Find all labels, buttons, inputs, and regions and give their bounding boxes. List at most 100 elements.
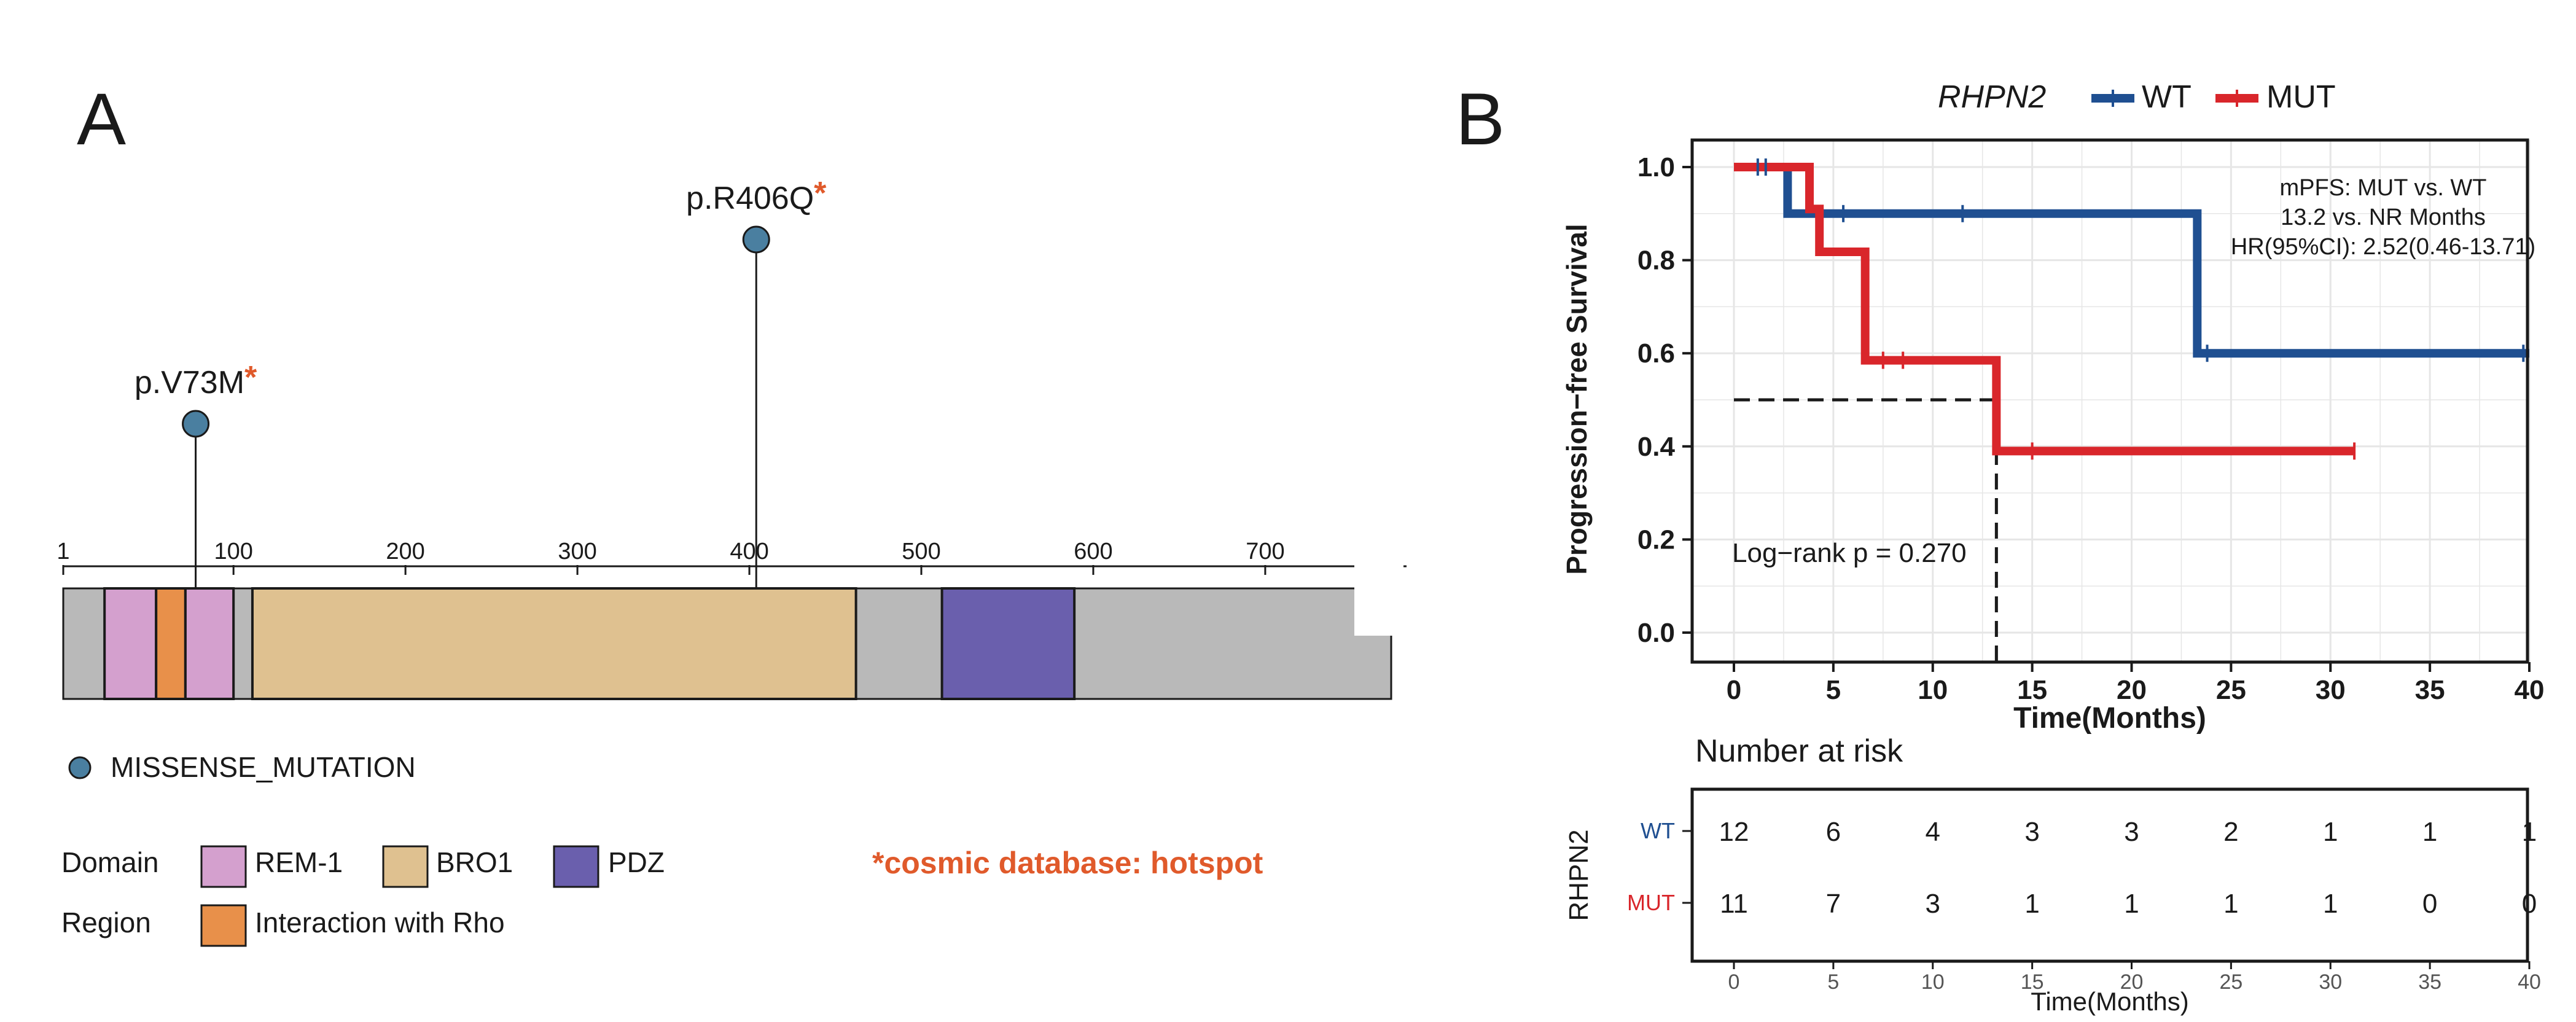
km-plot-background — [1692, 140, 2527, 662]
axis-tick-label: 600 — [1074, 539, 1112, 564]
risk-cell: 1 — [2323, 889, 2338, 919]
km-y-axis-title: Progression−free Survival — [1561, 224, 1593, 574]
lollipop-head — [182, 410, 210, 438]
domain-interaction-with-rho — [155, 587, 187, 700]
protein-track — [62, 587, 1392, 700]
x-tick-label: 5 — [1826, 675, 1841, 705]
risk-cell: 4 — [1926, 817, 1940, 847]
risk-x-tick-label: 10 — [1921, 970, 1945, 994]
x-tick-label: 15 — [2017, 675, 2047, 705]
hr-annotation: HR(95%CI): 2.52(0.46-13.71) — [2231, 234, 2535, 260]
axis-clip-cover — [1354, 553, 1403, 636]
risk-cell: 1 — [2124, 889, 2139, 919]
wt-legend-label: WT — [2142, 79, 2192, 115]
risk-cell: 1 — [2323, 817, 2338, 847]
risk-x-tick-label: 30 — [2319, 970, 2342, 994]
y-tick-label: 1.0 — [1637, 152, 1675, 182]
risk-cell: 3 — [2124, 817, 2139, 847]
y-tick-label: 0.0 — [1637, 618, 1675, 648]
panel-b-label: B — [1456, 78, 1505, 160]
risk-cell: 0 — [2422, 889, 2437, 919]
cosmic-hotspot-note: *cosmic database: hotspot — [872, 846, 1263, 880]
pdz-legend-label: PDZ — [608, 846, 665, 878]
y-tick-label: 0.8 — [1637, 246, 1675, 276]
risk-row-label: WT — [1641, 818, 1675, 843]
mpfs-annotation: mPFS: MUT vs. WT — [2279, 175, 2486, 201]
risk-x-axis-title: Time(Months) — [2031, 987, 2188, 1016]
pdz-legend-swatch — [553, 845, 599, 888]
risk-table-border — [1690, 787, 2529, 963]
risk-cell: 7 — [1826, 889, 1841, 919]
missense-legend-icon — [68, 756, 92, 779]
risk-cell: 11 — [1720, 889, 1748, 919]
domain-pdz — [940, 587, 1076, 700]
y-tick-label: 0.6 — [1637, 338, 1675, 369]
risk-cell: 2 — [2223, 817, 2238, 847]
risk-cell: 12 — [1719, 817, 1749, 847]
rho-legend-label: Interaction with Rho — [255, 907, 505, 938]
mut-legend-label: MUT — [2266, 79, 2336, 115]
axis-tick-label: 100 — [214, 539, 252, 564]
axis-tick-label: 300 — [558, 539, 596, 564]
axis-tick-label: 500 — [902, 539, 940, 564]
median-reference-lines — [1734, 398, 1998, 662]
missense-legend-label: MISSENSE_MUTATION — [111, 751, 416, 783]
risk-cell: 0 — [2522, 889, 2537, 919]
lollipop-heads — [182, 225, 770, 438]
km-plot-border — [1690, 138, 2529, 664]
mutation-label: p.V73M* — [135, 360, 257, 400]
risk-x-tick-label: 0 — [1728, 970, 1740, 994]
mutation-labels: p.V73M* p.R406Q* — [135, 176, 827, 400]
axis-tick-label: 400 — [730, 539, 768, 564]
km-legend-title: RHPN2 — [1938, 79, 2046, 115]
x-tick-label: 20 — [2117, 675, 2147, 705]
bro1-legend-label: BRO1 — [436, 846, 513, 878]
risk-x-tick-label: 5 — [1827, 970, 1839, 994]
domain-rem-1 — [103, 587, 158, 700]
rho-legend-swatch — [200, 904, 247, 947]
km-curve-mut — [1734, 163, 2355, 456]
median-annotation: 13.2 vs. NR Months — [2281, 205, 2486, 230]
risk-x-tick-label: 40 — [2518, 970, 2541, 994]
km-x-axis-title: Time(Months) — [2013, 702, 2206, 735]
risk-cell: 3 — [1926, 889, 1940, 919]
domain-legend-title: Domain — [61, 846, 159, 878]
x-tick-label: 30 — [2316, 675, 2346, 705]
risk-x-tick-label: 35 — [2418, 970, 2441, 994]
rem1-legend-swatch — [200, 845, 247, 888]
lollipop-stems — [195, 240, 757, 588]
x-tick-label: 0 — [1727, 675, 1741, 705]
mutation-label: p.R406Q* — [686, 176, 827, 216]
km-censor-marks — [1756, 158, 2525, 460]
x-tick-label: 40 — [2515, 675, 2545, 705]
lollipop-head — [742, 225, 770, 254]
region-legend-title: Region — [61, 907, 151, 938]
axis-tick-label: 1 — [57, 539, 69, 564]
risk-row-label: MUT — [1627, 890, 1675, 915]
km-curves — [1734, 163, 2529, 456]
x-tick-label: 25 — [2216, 675, 2246, 705]
x-tick-label: 35 — [2415, 675, 2445, 705]
risk-x-tick-label: 15 — [2021, 970, 2044, 994]
rem1-legend-label: REM-1 — [255, 846, 343, 878]
domain-rem-1 — [184, 587, 235, 700]
risk-x-tick-label: 25 — [2219, 970, 2242, 994]
risk-cell: 1 — [2422, 817, 2437, 847]
axis-tick-label: 200 — [386, 539, 424, 564]
logrank-annotation: Log−rank p = 0.270 — [1732, 538, 1967, 568]
risk-cell: 6 — [1826, 817, 1841, 847]
risk-table-title: Number at risk — [1695, 733, 1903, 769]
x-tick-label: 10 — [1918, 675, 1948, 705]
km-axis-ticks: 0 5 10 15 20 25 30 35 40 0.0 0.2 0.4 0.6 0.8 1.0 — [1637, 152, 2545, 705]
risk-y-axis-title: RHPN2 — [1564, 829, 1594, 921]
risk-cell: 1 — [2522, 817, 2537, 847]
y-tick-label: 0.2 — [1637, 525, 1675, 555]
bro1-legend-swatch — [382, 845, 429, 888]
domain-bro1 — [251, 587, 857, 700]
panel-a-label: A — [77, 78, 126, 160]
risk-x-tick-label: 20 — [2120, 970, 2144, 994]
axis-tick-label: 700 — [1246, 539, 1284, 564]
y-tick-label: 0.4 — [1637, 432, 1676, 462]
